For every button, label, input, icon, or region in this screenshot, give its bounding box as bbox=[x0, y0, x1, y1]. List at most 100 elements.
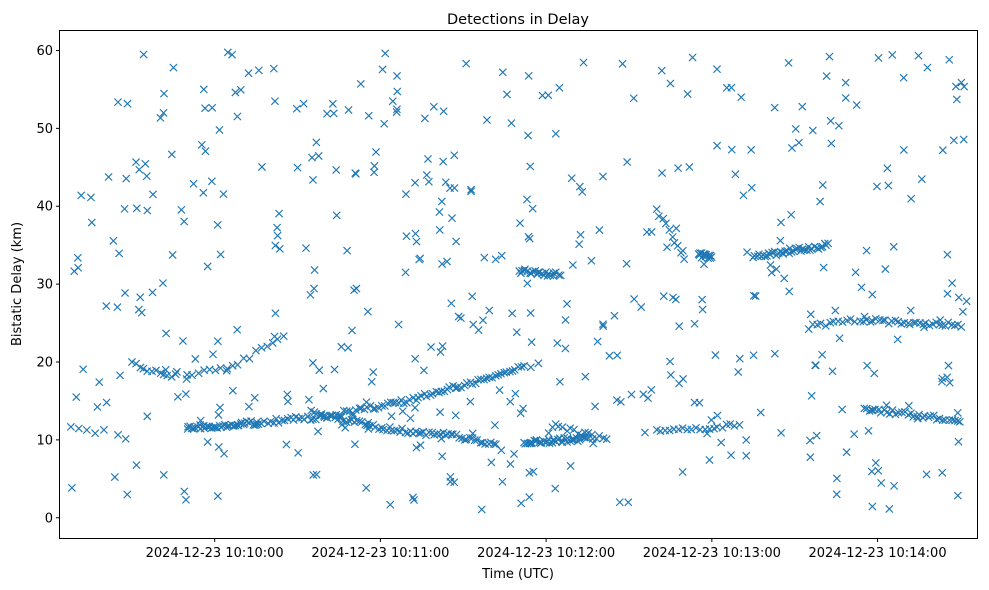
detection-point bbox=[304, 395, 313, 404]
detection-point bbox=[405, 395, 414, 404]
detection-point bbox=[488, 373, 497, 382]
detection-point bbox=[806, 310, 815, 319]
detection-point bbox=[181, 390, 190, 399]
detection-point bbox=[666, 79, 675, 88]
detection-point bbox=[952, 95, 961, 104]
detection-point bbox=[637, 303, 646, 312]
detection-point bbox=[938, 416, 947, 425]
detection-point bbox=[378, 65, 387, 74]
detection-point bbox=[838, 405, 847, 414]
detection-point bbox=[857, 283, 866, 292]
detection-point bbox=[148, 190, 157, 199]
detection-point bbox=[99, 425, 108, 434]
detection-point bbox=[668, 232, 677, 241]
detection-point bbox=[519, 404, 528, 413]
detection-point bbox=[490, 421, 499, 430]
detection-point bbox=[944, 361, 953, 370]
detection-point bbox=[735, 420, 744, 429]
detection-point bbox=[91, 429, 100, 438]
detection-point bbox=[554, 271, 563, 280]
detection-point bbox=[567, 174, 576, 183]
detection-point bbox=[191, 354, 200, 363]
detection-point bbox=[455, 433, 464, 442]
detection-point bbox=[452, 237, 461, 246]
detection-point bbox=[236, 85, 245, 94]
detection-point bbox=[173, 392, 182, 401]
detection-point bbox=[777, 428, 786, 437]
detection-point bbox=[82, 425, 91, 435]
detection-point bbox=[245, 354, 254, 363]
detection-point bbox=[471, 379, 480, 388]
detection-point bbox=[482, 116, 491, 125]
detection-point bbox=[422, 171, 431, 180]
detection-point bbox=[722, 420, 731, 429]
detection-point bbox=[271, 309, 280, 318]
detection-point bbox=[659, 292, 668, 301]
detection-point bbox=[467, 187, 476, 196]
detection-point bbox=[938, 146, 947, 155]
detection-point bbox=[726, 451, 736, 460]
detection-point bbox=[756, 408, 765, 417]
detection-point bbox=[666, 370, 675, 379]
detection-point bbox=[846, 315, 855, 324]
detection-point bbox=[885, 504, 894, 513]
detection-point bbox=[914, 51, 923, 60]
detection-point bbox=[713, 141, 722, 150]
detection-point bbox=[832, 490, 841, 499]
detection-point bbox=[178, 336, 187, 345]
detection-point bbox=[640, 428, 649, 437]
detection-point bbox=[257, 162, 266, 171]
detection-point bbox=[278, 416, 287, 425]
detection-point bbox=[151, 366, 161, 375]
detection-point bbox=[888, 50, 897, 59]
detection-point bbox=[575, 182, 584, 191]
detection-point bbox=[770, 103, 779, 112]
detection-point bbox=[283, 397, 292, 406]
detection-point bbox=[348, 326, 357, 335]
detection-point bbox=[315, 366, 324, 375]
detection-point bbox=[528, 204, 537, 213]
detection-point bbox=[215, 125, 224, 134]
detection-point bbox=[364, 111, 373, 120]
detection-point bbox=[962, 297, 971, 306]
detection-point bbox=[722, 83, 731, 92]
detection-point bbox=[158, 279, 167, 288]
detection-point bbox=[282, 440, 291, 449]
y-tick-label: 20 bbox=[36, 355, 53, 370]
detection-point bbox=[369, 404, 378, 413]
detection-point bbox=[419, 366, 428, 375]
detection-point bbox=[428, 389, 437, 398]
detection-point bbox=[309, 470, 318, 479]
detection-point bbox=[495, 386, 504, 395]
detection-point bbox=[560, 433, 569, 442]
detection-point bbox=[864, 426, 873, 435]
detection-point bbox=[393, 87, 402, 96]
detection-point bbox=[749, 351, 758, 360]
detection-point bbox=[310, 266, 319, 275]
detection-point bbox=[841, 78, 850, 87]
detection-point bbox=[182, 375, 191, 384]
detection-point bbox=[629, 94, 638, 103]
detection-point bbox=[516, 219, 525, 228]
detection-point bbox=[508, 309, 517, 318]
detection-point bbox=[181, 495, 190, 504]
detection-point bbox=[355, 404, 364, 413]
detection-point bbox=[323, 109, 332, 118]
detection-point bbox=[517, 362, 526, 371]
detection-point bbox=[605, 351, 614, 360]
detection-point bbox=[73, 253, 82, 262]
detection-point bbox=[187, 371, 196, 380]
detection-point bbox=[438, 342, 447, 351]
detection-point bbox=[726, 420, 735, 429]
detection-point bbox=[712, 65, 722, 74]
detection-point bbox=[497, 446, 506, 455]
detection-point bbox=[292, 104, 301, 113]
detection-point bbox=[312, 138, 321, 147]
detection-point bbox=[308, 358, 317, 367]
detection-point bbox=[707, 416, 716, 425]
detection-point bbox=[828, 367, 837, 376]
detection-point bbox=[136, 293, 145, 302]
detection-point bbox=[328, 99, 337, 108]
detection-point bbox=[439, 107, 448, 116]
